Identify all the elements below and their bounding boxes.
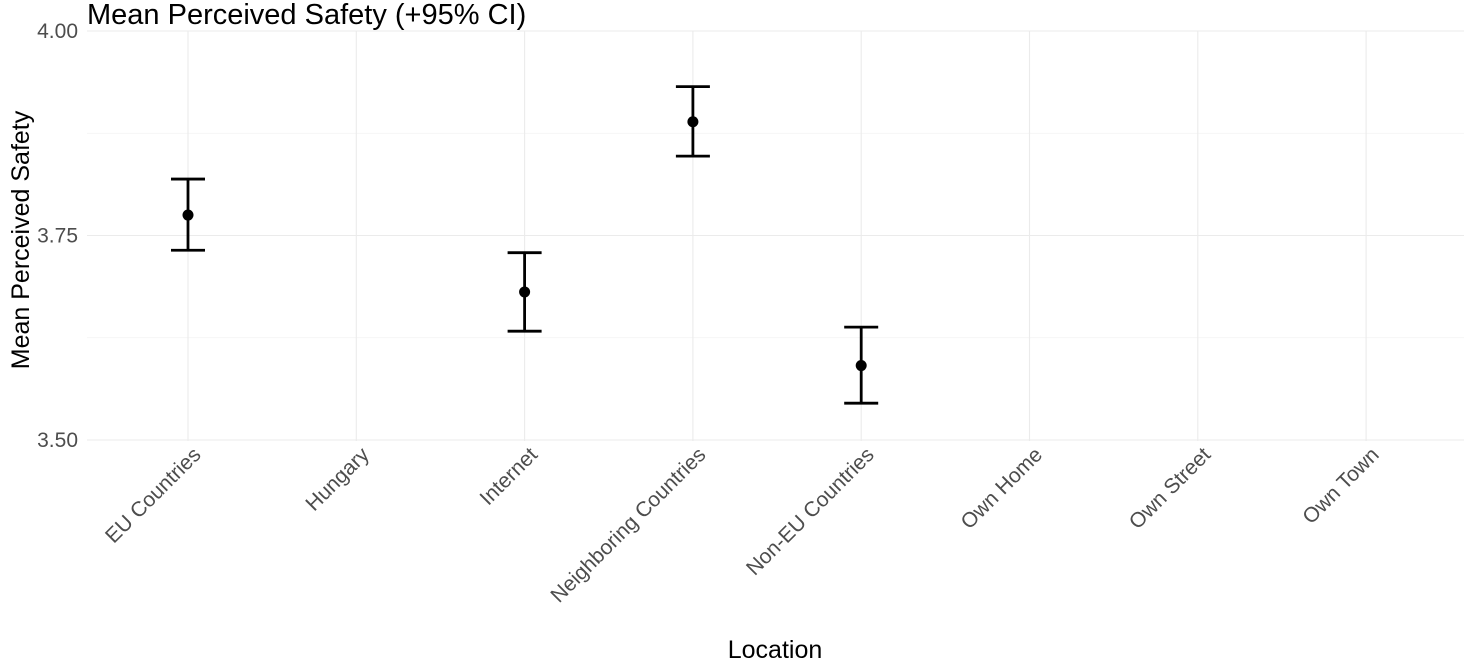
y-tick-label: 3.75: [37, 225, 78, 248]
data-point: [519, 286, 531, 298]
x-axis-title: Location: [728, 636, 823, 663]
data-marks: [171, 85, 879, 405]
x-tick-label: Non-EU Countries: [742, 443, 879, 580]
x-tick-label: Own Town: [1298, 443, 1383, 528]
y-axis-title: Mean Perceived Safety: [7, 110, 35, 369]
x-tick-label: Own Home: [957, 443, 1048, 534]
y-tick-labels: 3.503.754.004.25: [37, 20, 78, 452]
x-tick-label: Internet: [476, 443, 543, 510]
data-point: [855, 360, 867, 372]
x-tick-label: Own Street: [1125, 443, 1216, 534]
y-tick-label: 3.50: [37, 429, 78, 452]
x-tick-label: EU Countries: [101, 443, 206, 548]
chart-title: Mean Perceived Safety (+95% CI): [87, 0, 526, 31]
x-tick-label: Hungary: [301, 443, 374, 516]
data-point: [687, 116, 699, 128]
x-tick-label: Neighboring Countries: [546, 443, 710, 607]
grid-layer: [87, 30, 1464, 441]
x-tick-labels: EU Countries Hungary Internet Neighboring C…: [101, 443, 1384, 607]
data-point: [182, 209, 194, 221]
y-tick-label: 4.00: [37, 20, 78, 43]
